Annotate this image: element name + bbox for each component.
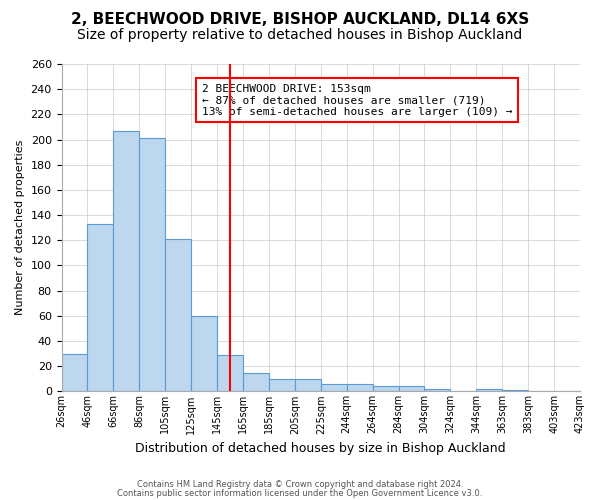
Bar — [165, 239, 191, 392]
Bar — [191, 316, 217, 392]
Bar — [139, 138, 165, 392]
Bar — [269, 379, 295, 392]
Bar — [502, 390, 528, 392]
X-axis label: Distribution of detached houses by size in Bishop Auckland: Distribution of detached houses by size … — [136, 442, 506, 455]
Bar — [243, 372, 269, 392]
Y-axis label: Number of detached properties: Number of detached properties — [15, 140, 25, 316]
Bar — [373, 386, 398, 392]
Bar — [424, 389, 451, 392]
Text: Size of property relative to detached houses in Bishop Auckland: Size of property relative to detached ho… — [77, 28, 523, 42]
Bar — [113, 130, 139, 392]
Bar — [62, 354, 88, 392]
Bar — [347, 384, 373, 392]
Bar — [476, 389, 502, 392]
Text: 2, BEECHWOOD DRIVE, BISHOP AUCKLAND, DL14 6XS: 2, BEECHWOOD DRIVE, BISHOP AUCKLAND, DL1… — [71, 12, 529, 28]
Bar — [321, 384, 347, 392]
Text: 2 BEECHWOOD DRIVE: 153sqm
← 87% of detached houses are smaller (719)
13% of semi: 2 BEECHWOOD DRIVE: 153sqm ← 87% of detac… — [202, 84, 512, 117]
Text: Contains HM Land Registry data © Crown copyright and database right 2024.: Contains HM Land Registry data © Crown c… — [137, 480, 463, 489]
Bar — [217, 355, 243, 392]
Bar — [398, 386, 424, 392]
Text: Contains public sector information licensed under the Open Government Licence v3: Contains public sector information licen… — [118, 488, 482, 498]
Bar — [295, 379, 321, 392]
Bar — [88, 224, 113, 392]
